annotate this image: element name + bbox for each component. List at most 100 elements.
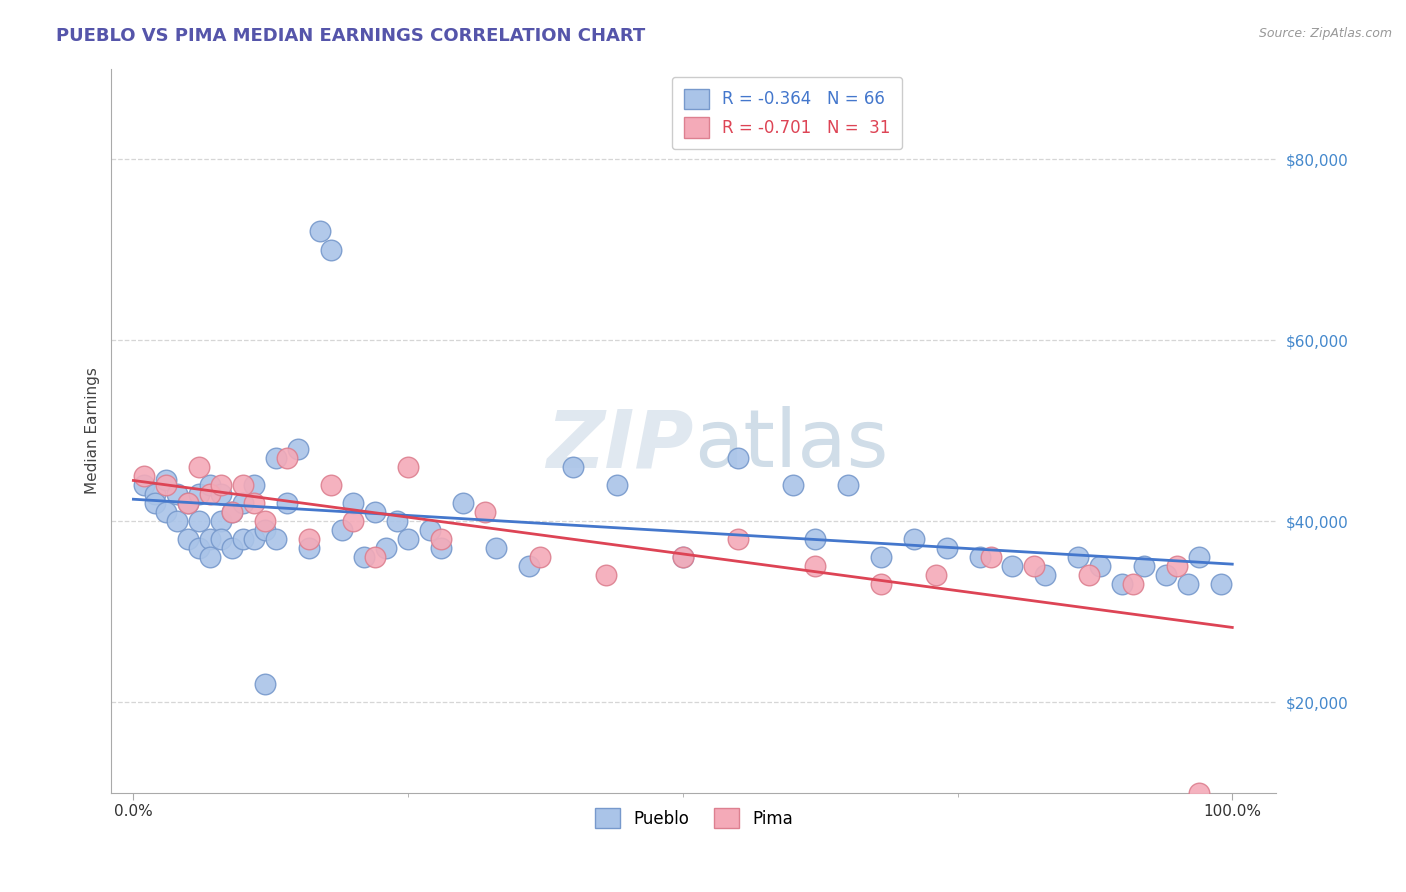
Point (200, 487, 222, 501)
Point (188, 514, 211, 528)
Point (924, 568, 946, 582)
Point (375, 541, 398, 556)
Point (221, 505, 243, 519)
Point (969, 550, 991, 565)
Point (200, 532, 222, 546)
Point (221, 541, 243, 556)
Text: atlas: atlas (693, 406, 889, 484)
Point (177, 496, 200, 510)
Point (264, 532, 287, 546)
Point (672, 550, 695, 565)
Point (309, 224, 332, 238)
Point (232, 478, 254, 492)
Point (606, 478, 628, 492)
Point (869, 577, 891, 591)
Point (155, 505, 177, 519)
Point (803, 559, 825, 574)
Point (595, 568, 617, 582)
Point (430, 532, 453, 546)
Point (1177, 577, 1199, 591)
Point (209, 514, 232, 528)
Point (287, 442, 309, 456)
Point (1078, 568, 1101, 582)
Point (232, 532, 254, 546)
Point (364, 550, 387, 565)
Point (145, 487, 167, 501)
Point (342, 496, 364, 510)
Point (474, 505, 496, 519)
Point (188, 541, 211, 556)
Point (188, 487, 211, 501)
Point (155, 478, 177, 492)
Point (243, 496, 266, 510)
Point (134, 468, 156, 483)
Point (396, 459, 419, 474)
Point (1211, 577, 1233, 591)
Point (430, 541, 453, 556)
Point (200, 478, 222, 492)
Point (419, 523, 441, 537)
Point (385, 514, 408, 528)
Point (177, 532, 200, 546)
Point (485, 541, 508, 556)
Point (529, 550, 551, 565)
Point (1156, 568, 1178, 582)
Point (254, 677, 277, 691)
Point (243, 478, 266, 492)
Point (727, 450, 749, 465)
Point (243, 532, 266, 546)
Point (1166, 559, 1188, 574)
Point (364, 505, 387, 519)
Point (166, 514, 188, 528)
Point (1090, 559, 1112, 574)
Point (264, 450, 287, 465)
Point (353, 550, 375, 565)
Point (177, 496, 200, 510)
Point (1067, 550, 1090, 565)
Point (451, 496, 474, 510)
Text: ZIP: ZIP (547, 406, 693, 484)
Point (298, 532, 321, 546)
Point (935, 541, 957, 556)
Legend: Pueblo, Pima: Pueblo, Pima (588, 801, 800, 835)
Point (321, 243, 343, 257)
Point (330, 523, 353, 537)
Point (869, 550, 891, 565)
Point (232, 496, 254, 510)
Point (145, 496, 167, 510)
Point (1122, 577, 1144, 591)
Point (321, 478, 343, 492)
Point (298, 541, 321, 556)
Point (221, 505, 243, 519)
Point (979, 550, 1001, 565)
Point (166, 487, 188, 501)
Point (1188, 786, 1211, 800)
Y-axis label: Median Earnings: Median Earnings (86, 368, 100, 494)
Point (276, 450, 298, 465)
Text: PUEBLO VS PIMA MEDIAN EARNINGS CORRELATION CHART: PUEBLO VS PIMA MEDIAN EARNINGS CORRELATI… (56, 27, 645, 45)
Point (1024, 559, 1046, 574)
Point (561, 459, 583, 474)
Point (1188, 550, 1211, 565)
Point (276, 496, 298, 510)
Point (134, 478, 156, 492)
Point (903, 532, 925, 546)
Point (1133, 559, 1156, 574)
Point (155, 474, 177, 488)
Point (209, 532, 232, 546)
Point (727, 532, 749, 546)
Point (396, 532, 419, 546)
Point (672, 550, 695, 565)
Point (188, 459, 211, 474)
Point (1035, 568, 1057, 582)
Point (209, 478, 232, 492)
Point (1111, 577, 1133, 591)
Point (209, 487, 232, 501)
Point (342, 514, 364, 528)
Point (1001, 559, 1024, 574)
Point (782, 478, 804, 492)
Point (200, 550, 222, 565)
Point (837, 478, 859, 492)
Point (803, 532, 825, 546)
Point (517, 559, 540, 574)
